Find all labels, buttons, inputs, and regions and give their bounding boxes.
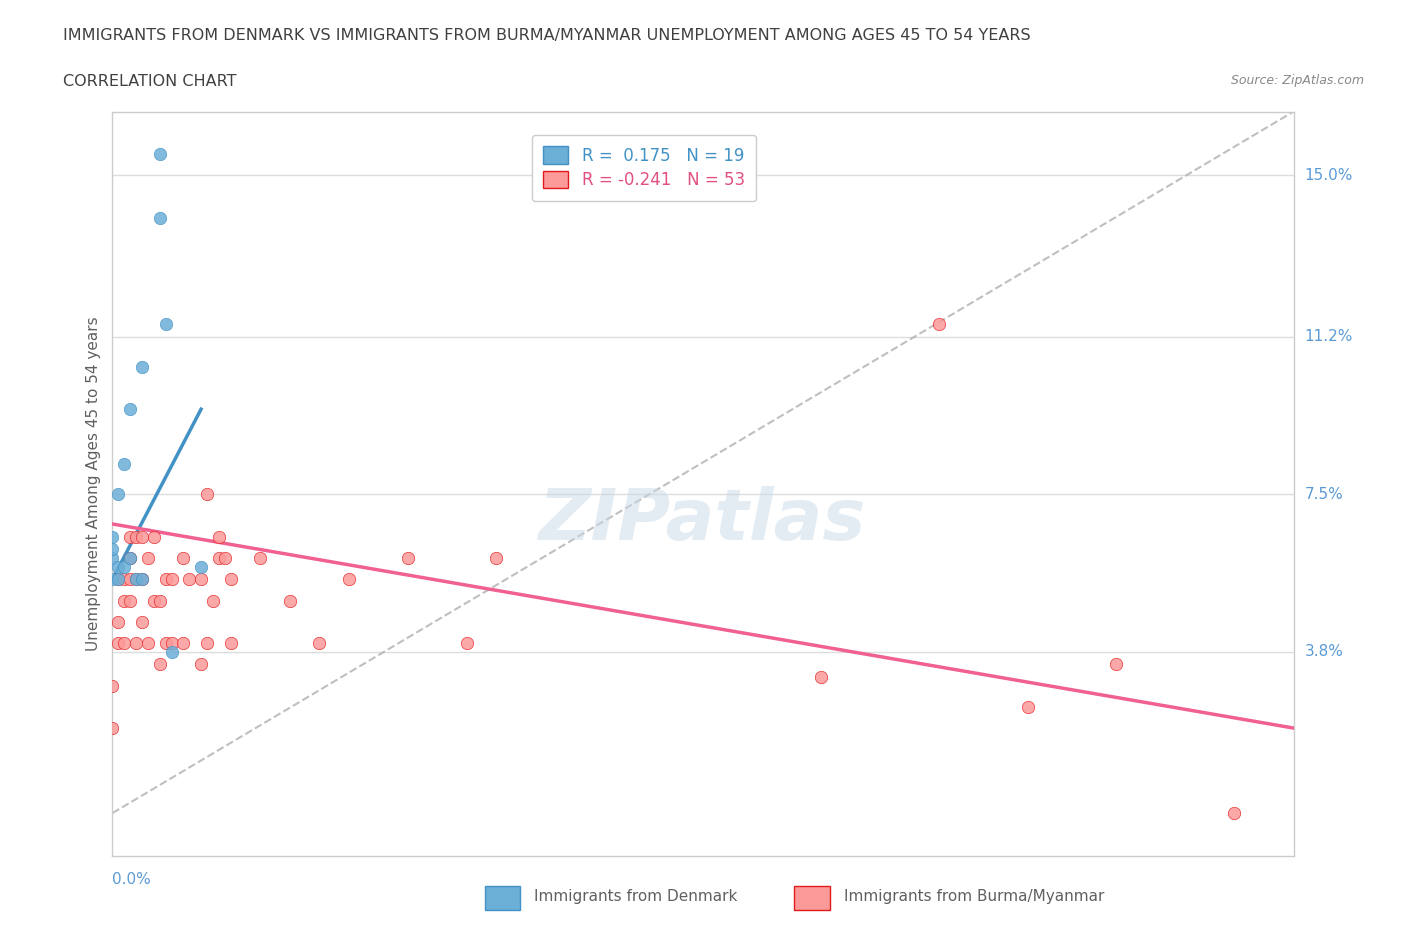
- Point: [155, 317, 177, 332]
- Point: [485, 551, 508, 565]
- Point: [120, 572, 142, 587]
- Point: [928, 317, 950, 332]
- Text: Immigrants from Denmark: Immigrants from Denmark: [534, 889, 738, 904]
- Point: [160, 635, 183, 650]
- Point: [112, 593, 135, 608]
- Point: [308, 635, 330, 650]
- Point: [112, 559, 135, 574]
- Point: [107, 572, 129, 587]
- Point: [131, 615, 153, 630]
- Point: [456, 635, 478, 650]
- Point: [278, 593, 301, 608]
- Text: Immigrants from Burma/Myanmar: Immigrants from Burma/Myanmar: [844, 889, 1104, 904]
- Point: [155, 572, 177, 587]
- Point: [101, 572, 124, 587]
- Point: [201, 593, 224, 608]
- Point: [112, 635, 135, 650]
- Point: [136, 635, 159, 650]
- Point: [131, 359, 153, 374]
- Point: [101, 678, 124, 693]
- Point: [120, 551, 142, 565]
- Point: [337, 572, 360, 587]
- Text: ZIPatlas: ZIPatlas: [540, 486, 866, 555]
- Point: [149, 147, 172, 162]
- Point: [125, 572, 148, 587]
- Point: [810, 670, 832, 684]
- FancyBboxPatch shape: [794, 886, 830, 910]
- Text: CORRELATION CHART: CORRELATION CHART: [63, 74, 236, 89]
- Point: [101, 542, 124, 557]
- Point: [125, 635, 148, 650]
- Point: [1223, 805, 1246, 820]
- Legend: R =  0.175   N = 19, R = -0.241   N = 53: R = 0.175 N = 19, R = -0.241 N = 53: [531, 135, 756, 201]
- Point: [131, 529, 153, 544]
- Point: [195, 486, 218, 501]
- Point: [190, 657, 212, 671]
- Text: 11.2%: 11.2%: [1305, 329, 1353, 344]
- Point: [112, 572, 135, 587]
- Point: [131, 572, 153, 587]
- Point: [208, 551, 231, 565]
- Point: [149, 593, 172, 608]
- FancyBboxPatch shape: [485, 886, 520, 910]
- Point: [149, 210, 172, 225]
- Text: 0.0%: 0.0%: [112, 872, 152, 887]
- Point: [219, 635, 242, 650]
- Point: [172, 551, 194, 565]
- Point: [107, 615, 129, 630]
- Point: [101, 551, 124, 565]
- Point: [136, 551, 159, 565]
- Point: [107, 486, 129, 501]
- Point: [249, 551, 271, 565]
- Point: [172, 635, 194, 650]
- Point: [101, 721, 124, 736]
- Point: [1105, 657, 1128, 671]
- Point: [160, 644, 183, 659]
- Point: [120, 402, 142, 417]
- Point: [131, 572, 153, 587]
- Point: [190, 572, 212, 587]
- Point: [219, 572, 242, 587]
- Point: [107, 572, 129, 587]
- Point: [112, 457, 135, 472]
- Text: 7.5%: 7.5%: [1305, 486, 1343, 501]
- Point: [120, 593, 142, 608]
- Point: [396, 551, 419, 565]
- Point: [195, 635, 218, 650]
- Point: [107, 559, 129, 574]
- Point: [214, 551, 236, 565]
- Text: IMMIGRANTS FROM DENMARK VS IMMIGRANTS FROM BURMA/MYANMAR UNEMPLOYMENT AMONG AGES: IMMIGRANTS FROM DENMARK VS IMMIGRANTS FR…: [63, 28, 1031, 43]
- Point: [149, 657, 172, 671]
- Point: [155, 635, 177, 650]
- Point: [208, 529, 231, 544]
- Text: 3.8%: 3.8%: [1305, 644, 1344, 659]
- Point: [120, 529, 142, 544]
- Point: [160, 572, 183, 587]
- Point: [179, 572, 201, 587]
- Text: 15.0%: 15.0%: [1305, 168, 1353, 183]
- Point: [142, 593, 165, 608]
- Point: [125, 529, 148, 544]
- Point: [125, 572, 148, 587]
- Y-axis label: Unemployment Among Ages 45 to 54 years: Unemployment Among Ages 45 to 54 years: [86, 316, 101, 651]
- Point: [190, 559, 212, 574]
- Text: Source: ZipAtlas.com: Source: ZipAtlas.com: [1230, 74, 1364, 87]
- Point: [107, 635, 129, 650]
- Point: [142, 529, 165, 544]
- Point: [120, 551, 142, 565]
- Point: [1017, 699, 1039, 714]
- Point: [101, 529, 124, 544]
